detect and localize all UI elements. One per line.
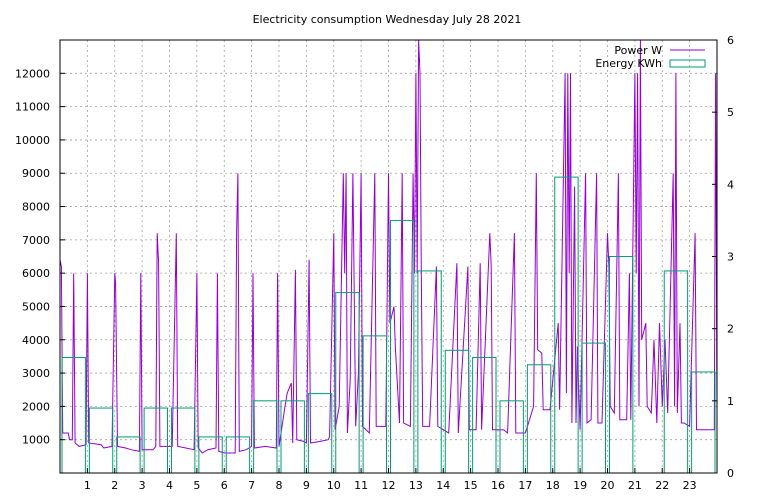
y-left-tick-label: 2000 bbox=[22, 400, 50, 413]
energy-bar bbox=[61, 357, 86, 474]
x-tick-label: 2 bbox=[111, 479, 118, 492]
x-tick-label: 8 bbox=[276, 479, 283, 492]
power-series-line bbox=[59, 39, 718, 454]
legend-label-power: Power W bbox=[614, 44, 662, 57]
energy-bar bbox=[253, 400, 278, 474]
x-tick-label: 22 bbox=[655, 479, 669, 492]
x-tick-label: 18 bbox=[546, 479, 560, 492]
y-left-tick-label: 6000 bbox=[22, 267, 50, 280]
x-tick-label: 20 bbox=[601, 479, 615, 492]
y-right-tick-label: 5 bbox=[727, 106, 734, 119]
x-tick-label: 9 bbox=[303, 479, 310, 492]
energy-bar bbox=[225, 436, 251, 474]
x-tick-label: 16 bbox=[491, 479, 505, 492]
y-right-tick-label: 3 bbox=[727, 251, 734, 264]
energy-bar bbox=[663, 270, 689, 474]
legend-box-energy bbox=[669, 59, 706, 68]
x-tick-label: 23 bbox=[683, 479, 697, 492]
x-tick-label: 15 bbox=[464, 479, 478, 492]
x-tick-label: 5 bbox=[193, 479, 200, 492]
x-tick-label: 19 bbox=[573, 479, 587, 492]
x-tick-label: 3 bbox=[139, 479, 146, 492]
x-tick-label: 4 bbox=[166, 479, 173, 492]
x-tick-label: 12 bbox=[382, 479, 396, 492]
energy-bar bbox=[307, 393, 333, 474]
y-left-tick-label: 3000 bbox=[22, 367, 50, 380]
chart-title: Electricity consumption Wednesday July 2… bbox=[253, 13, 522, 26]
x-tick-label: 21 bbox=[628, 479, 642, 492]
energy-bar bbox=[362, 335, 387, 474]
energy-bar bbox=[691, 371, 716, 474]
y-left-tick-label: 9000 bbox=[22, 167, 50, 180]
x-tick-label: 6 bbox=[221, 479, 228, 492]
x-tick-label: 11 bbox=[354, 479, 368, 492]
energy-bar bbox=[88, 407, 114, 474]
x-tick-label: 13 bbox=[409, 479, 423, 492]
energy-bar bbox=[116, 436, 141, 474]
x-tick-label: 1 bbox=[84, 479, 91, 492]
x-tick-label: 7 bbox=[248, 479, 255, 492]
y-right-tick-label: 1 bbox=[727, 395, 734, 408]
y-right-tick-label: 4 bbox=[727, 178, 734, 191]
x-tick-label: 14 bbox=[436, 479, 450, 492]
x-tick-label: 17 bbox=[518, 479, 532, 492]
x-tick-label: 10 bbox=[327, 479, 341, 492]
y-right-tick-label: 2 bbox=[727, 323, 734, 336]
energy-bar bbox=[171, 407, 196, 474]
energy-bar bbox=[499, 400, 524, 474]
legend: Power W Energy KWh bbox=[595, 44, 706, 70]
y-right-tick-label: 6 bbox=[727, 34, 734, 47]
energy-bar bbox=[444, 349, 470, 474]
y-left-tick-label: 8000 bbox=[22, 201, 50, 214]
y-left-tick-label: 1000 bbox=[22, 434, 50, 447]
legend-label-energy: Energy KWh bbox=[595, 57, 662, 70]
y-left-tick-label: 4000 bbox=[22, 334, 50, 347]
y-left-tick-label: 12000 bbox=[15, 67, 50, 80]
y-left-tick-label: 7000 bbox=[22, 234, 50, 247]
y-right-tick-label: 0 bbox=[727, 467, 734, 480]
axes: 1 2 3 4 5 6 7 8 9 10 11 12 13 14 15 16 17 18 19 20 21 22 23100… bbox=[15, 34, 734, 492]
y-left-tick-label: 11000 bbox=[15, 101, 50, 114]
energy-bar bbox=[526, 364, 552, 474]
y-left-tick-label: 5000 bbox=[22, 300, 50, 313]
y-left-tick-label: 10000 bbox=[15, 134, 50, 147]
